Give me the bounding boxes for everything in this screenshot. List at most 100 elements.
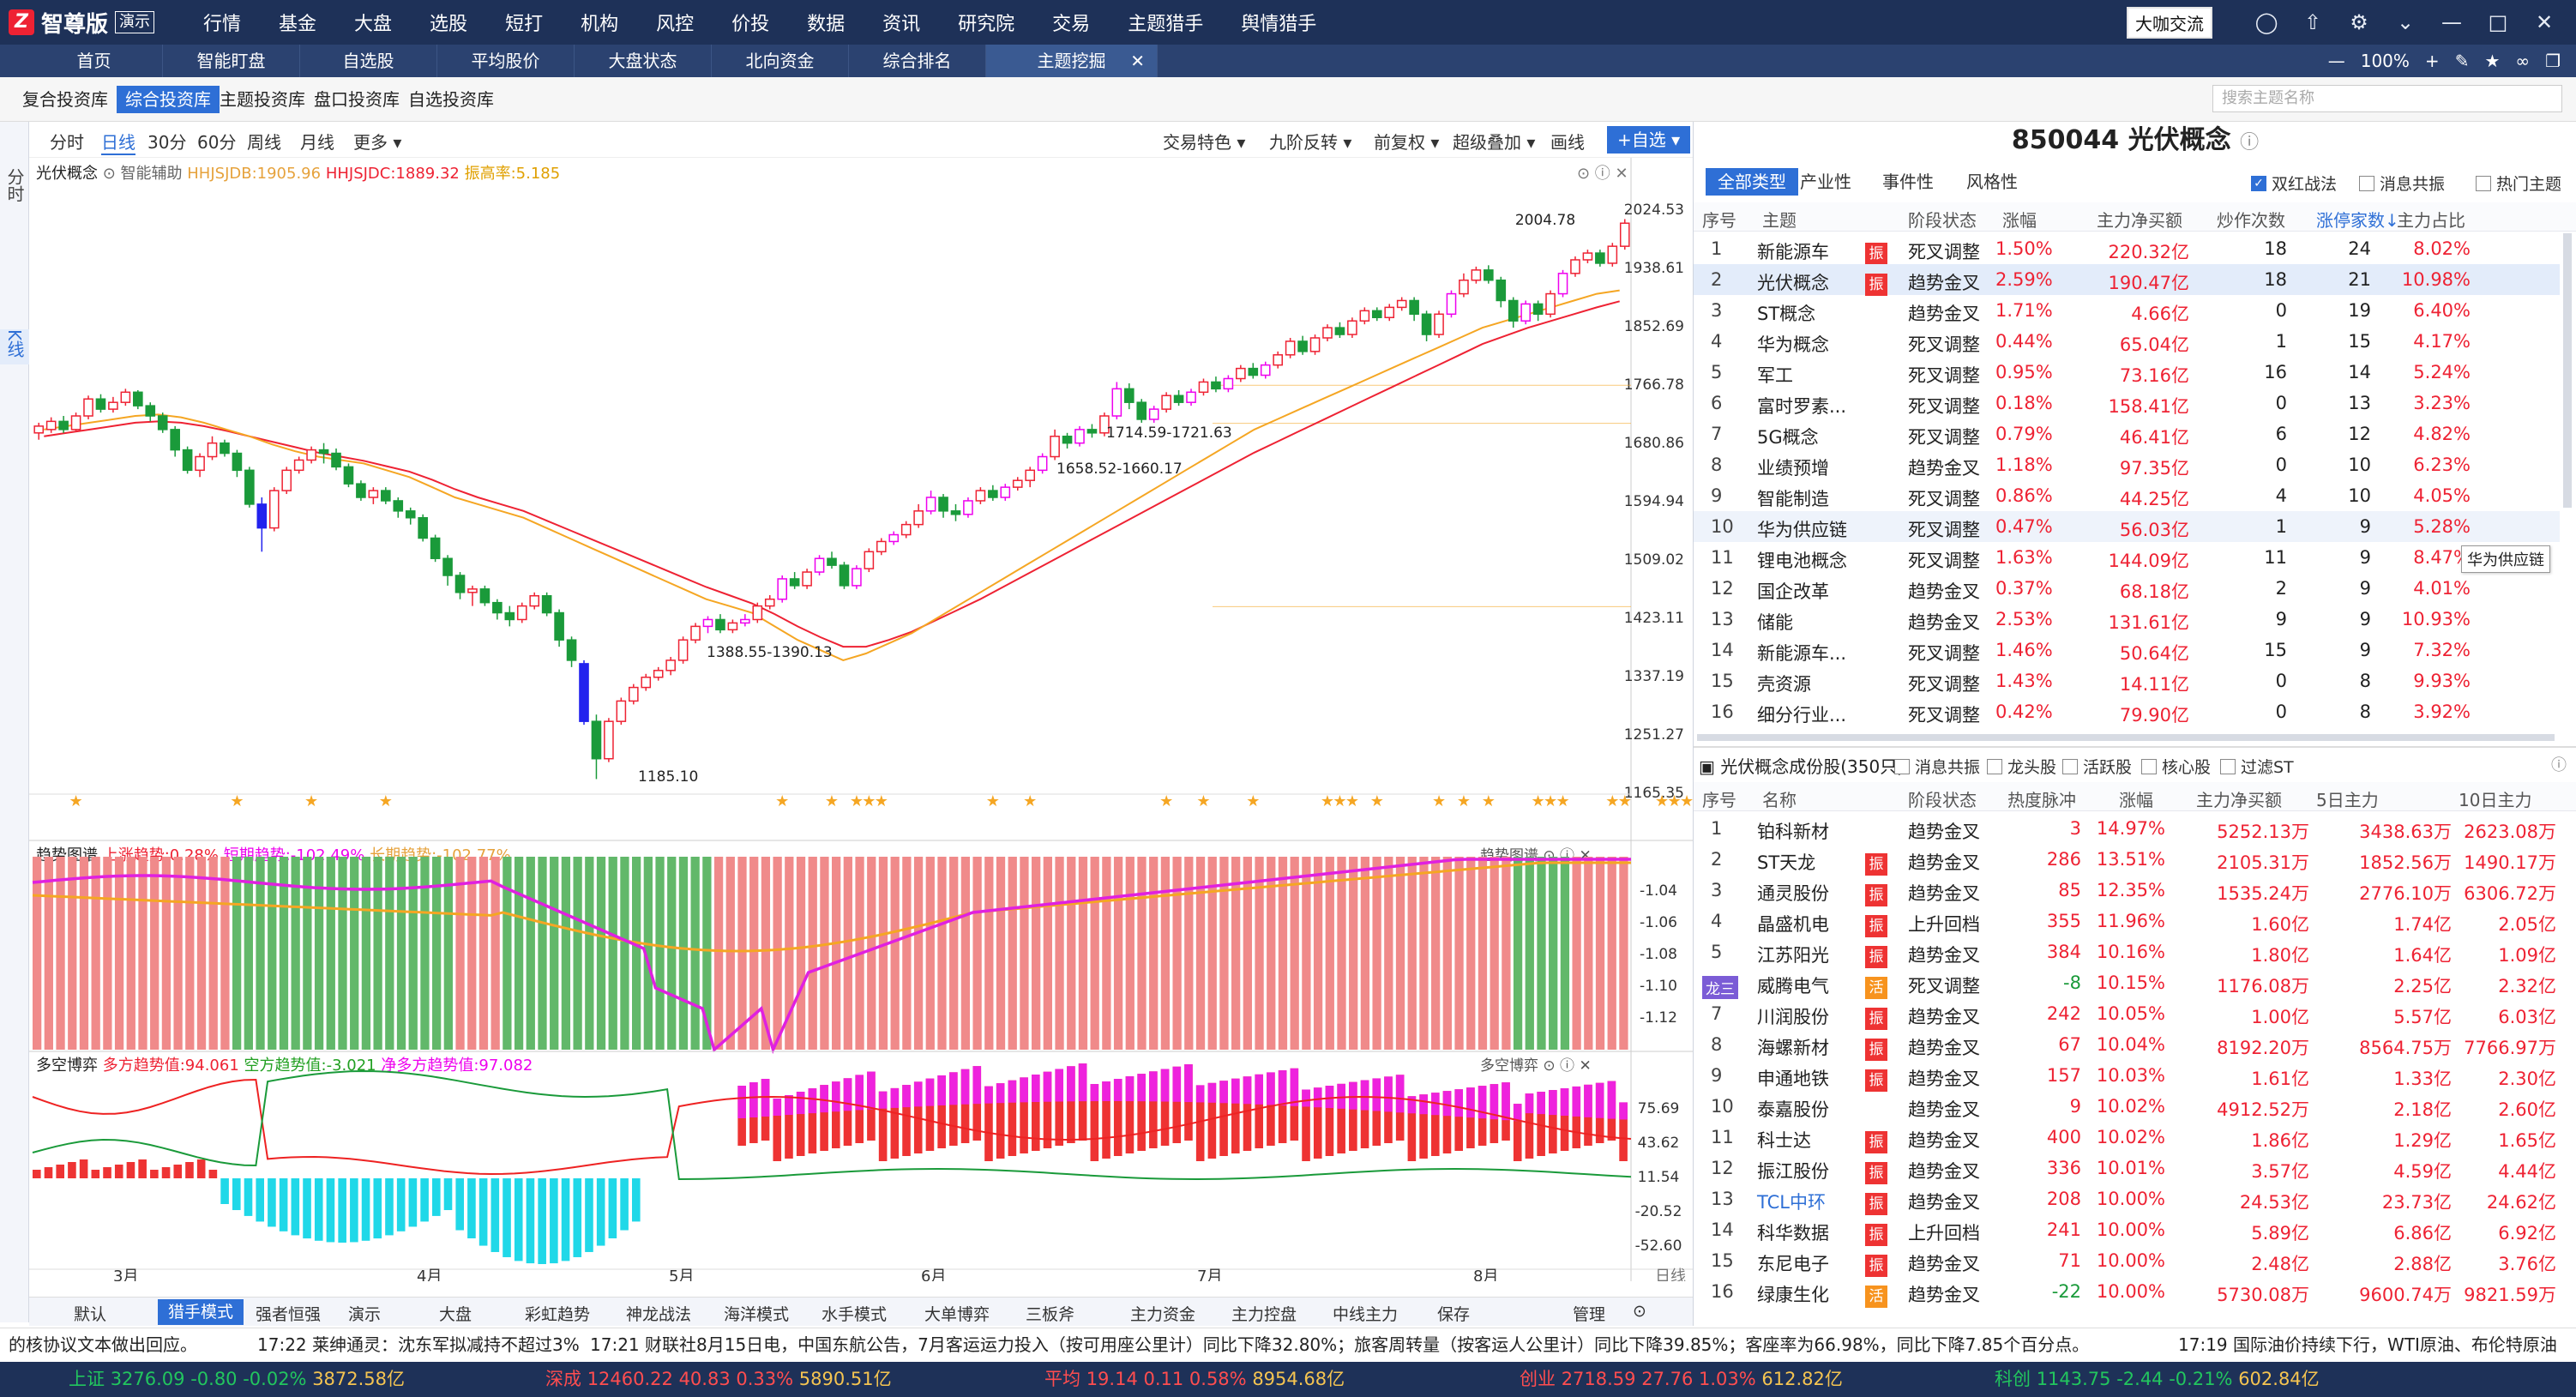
stock-row[interactable]: 3 通灵股份 振趋势金叉 85 12.35% 1535.24万 2776.10万 6306.7… [1694,875,2576,906]
template-8[interactable]: 水手模式 [822,1305,888,1324]
menu-item-4[interactable]: 短打 [505,14,544,35]
index-quote[interactable]: 平均 19.14 0.11 0.58% 8954.68亿 [1044,1362,1345,1397]
zoom-in-icon[interactable]: + [2424,51,2440,71]
theme-row[interactable]: 2 光伏概念 振 趋势金叉 2.59% 190.47亿 18 21 10.98% [1694,264,2560,296]
theme-row[interactable]: 3 ST概念 趋势金叉 1.71% 4.66亿 0 19 6.40% [1694,295,2560,326]
col-header[interactable]: 涨停家数↓ [2316,210,2399,231]
menu-item-2[interactable]: 大盘 [354,14,393,35]
side-kline-tab[interactable]: K线 [0,329,29,365]
menu-item-12[interactable]: 主题猎手 [1128,14,1204,35]
type-tab-1[interactable]: 产业性 [1800,172,1851,192]
chart-svg[interactable]: 光伏概念 ⊙ 智能辅助 HHJSJDB:1905.96 HHJSJDC:1889… [29,158,1693,1281]
subtab-4[interactable]: 自选投资库 [408,89,494,110]
menu-item-7[interactable]: 价投 [731,14,770,35]
news-item[interactable]: 17:19 国际油价持续下行，WTI原油、布伦特原油 [2178,1334,2557,1355]
template-12[interactable]: 主力控盘 [1231,1305,1297,1324]
stock-row[interactable]: 10 泰嘉股份 趋势金叉 9 10.02% 4912.52万 2.18亿 2.60亿 [1694,1091,2576,1122]
index-quote[interactable]: 创业 2718.59 27.76 1.03% 612.82亿 [1520,1362,1843,1397]
stock-col-header[interactable]: 热度脉冲 [2007,790,2076,810]
index-quote[interactable]: 上证 3276.09 -0.80 -0.02% 3872.58亿 [69,1362,405,1397]
close-icon[interactable]: ✕ [2535,10,2554,34]
chart-tool-1[interactable]: 九阶反转 ▾ [1269,132,1352,153]
menu-item-5[interactable]: 机构 [581,14,619,35]
stock-col-header[interactable]: 序号 [1702,790,1736,810]
template-1[interactable]: 猎手模式 [158,1299,244,1325]
menu-item-11[interactable]: 交易 [1052,14,1091,35]
news-ticker[interactable]: 的核协议文本做出回应。 17:22 莱绅通灵：沈东军拟减持不超过3% 17:21 财… [0,1328,2576,1360]
theme-row[interactable]: 11 锂电池概念 死叉调整 1.63% 144.09亿 11 9 8.47% [1694,542,2560,573]
tab-6[interactable]: 综合排名 [849,45,986,77]
maximize-icon[interactable]: □ [2488,10,2508,34]
restore-icon[interactable]: ❐ [2545,51,2561,71]
stock-row[interactable]: 14 科华数据 振 上升回档 241 10.00% 5.89亿 6.86亿 6.92亿 [1694,1214,2576,1246]
theme-search-input[interactable]: 搜索主题名称 [2212,85,2562,112]
zoom-out-icon[interactable]: — [2327,51,2345,71]
template-2[interactable]: 强者恒强 [256,1305,322,1324]
theme-row[interactable]: 9 智能制造 死叉调整 0.86% 44.25亿 4 10 4.05% [1694,480,2560,511]
stock-row[interactable]: 7 川润股份 振 趋势金叉 242 10.05% 1.00亿 5.57亿 6.03亿 [1694,998,2576,1030]
template-9[interactable]: 大单博弈 [924,1305,990,1324]
theme-row[interactable]: 14 新能源车... 死叉调整 1.46% 50.64亿 15 9 7.32% [1694,635,2560,665]
stock-filter-1[interactable]: 龙头股 [1987,755,2056,778]
chart-tool-3[interactable]: 超级叠加 ▾ [1453,132,1536,153]
stock-col-header[interactable]: 10日主力 [2459,790,2532,810]
theme-row[interactable]: 13 储能 趋势金叉 2.53% 131.61亿 9 9 10.93% [1694,604,2560,635]
app-logo[interactable]: Z 智尊版 演示 [9,7,155,38]
subtab-3[interactable]: 盘口投资库 [314,89,400,110]
chart-tool-0[interactable]: 交易特色 ▾ [1163,132,1246,153]
news-item[interactable]: 17:21 财联社8月15日电，中国东航公告，7月客运运力投入（按可用座公里计）… [590,1334,2090,1355]
template-13[interactable]: 中线主力 [1333,1305,1399,1324]
stock-filter-2[interactable]: 活跃股 [2062,755,2132,778]
add-watchlist-button[interactable]: +自选 ▾ [1607,126,1691,154]
filter-check-2[interactable]: 热门主题 [2476,172,2561,195]
col-header[interactable]: 主力净买额 [2097,210,2182,231]
subtab-1[interactable]: 综合投资库 [117,86,220,113]
template-14[interactable]: 保存 [1437,1305,1471,1324]
template-10[interactable]: 三板斧 [1026,1305,1075,1324]
period-6[interactable]: 更多 ▾ [353,132,402,153]
side-timeshare-tab[interactable]: 分时 [0,168,29,209]
theme-row[interactable]: 15 壳资源 死叉调整 1.43% 14.11亿 0 8 9.93% [1694,665,2560,696]
pen-icon[interactable]: ✎ [2454,51,2470,71]
stock-row[interactable]: 8 海螺新材 振 趋势金叉 67 10.04% 8192.20万 8564.75万 7766.9… [1694,1029,2576,1061]
minimize-icon[interactable]: — [2441,10,2462,34]
template-4[interactable]: 大盘 [439,1305,472,1324]
col-header[interactable]: 主力占比 [2397,210,2465,231]
period-3[interactable]: 60分 [197,132,237,153]
stock-row[interactable]: 4 晶盛机电 振上升回档 355 11.96% 1.60亿 1.74亿 2.05亿 [1694,906,2576,937]
period-0[interactable]: 分时 [50,132,84,153]
tab-5[interactable]: 北向资金 [712,45,849,77]
stock-filter-4[interactable]: 过滤ST [2220,755,2294,778]
stock-row[interactable]: 16 绿康生化 活 趋势金叉 -22 10.00% 5730.08万 9600.74万 9821… [1694,1276,2576,1308]
settings-icon[interactable]: ⚙ [2350,10,2368,34]
theme-row[interactable]: 4 华为概念 死叉调整 0.44% 65.04亿 1 15 4.17% [1694,326,2560,357]
menu-item-6[interactable]: 风控 [656,14,695,35]
stock-row[interactable]: 12 振江股份 振趋势金叉 336 10.01% 3.57亿 4.59亿 4.44亿 [1694,1153,2576,1184]
template-6[interactable]: 神龙战法 [626,1305,692,1324]
stock-row[interactable]: 龙三 威腾电气 活死叉调整 -8 10.15% 1176.08万 2.25亿 2.32亿 [1694,967,2576,999]
stock-col-header[interactable]: 阶段状态 [1908,790,1977,810]
col-header[interactable]: 序号 [1702,210,1736,231]
subtab-0[interactable]: 复合投资库 [22,89,108,110]
stock-row[interactable]: 15 东尼电子 振 趋势金叉 71 10.00% 2.48亿 2.88亿 3.76亿 [1694,1245,2576,1277]
col-header[interactable]: 涨幅 [2002,210,2037,231]
template-3[interactable]: 演示 [348,1305,382,1324]
template-5[interactable]: 彩虹趋势 [525,1305,591,1324]
theme-row[interactable]: 1 新能源车 振 死叉调整 1.50% 220.32亿 18 24 8.02% [1694,233,2560,265]
upload-icon[interactable]: ⇧ [2303,10,2322,34]
theme-row[interactable]: 5 军工 死叉调整 0.95% 73.16亿 16 14 5.24% [1694,357,2560,388]
filter-check-1[interactable]: 消息共振 [2359,172,2445,195]
theme-row[interactable]: 6 富时罗素... 死叉调整 0.18% 158.41亿 0 13 3.23% [1694,388,2560,418]
info-icon[interactable]: ⓘ [2240,132,2260,154]
stock-col-header[interactable]: 主力净买额 [2196,790,2282,810]
stock-row[interactable]: 2 ST天龙 振趋势金叉 286 13.51% 2105.31万 1852.56万 1490.… [1694,844,2576,876]
stock-col-header[interactable]: 名称 [1762,790,1797,810]
filter-check-0[interactable]: ✓ 双红战法 [2251,172,2337,195]
stock-row[interactable]: 5 江苏阳光 振趋势金叉 384 10.16% 1.80亿 1.64亿 1.09亿 [1694,936,2576,968]
tab-7[interactable]: 主题挖掘 ✕ [986,45,1158,77]
tab-3[interactable]: 平均股价 [437,45,575,77]
theme-row[interactable]: 8 业绩预增 趋势金叉 1.18% 97.35亿 0 10 6.23% [1694,449,2560,480]
news-item[interactable]: 的核协议文本做出回应。 [9,1334,197,1355]
tab-2[interactable]: 自选股 [300,45,437,77]
menu-item-13[interactable]: 舆情猎手 [1241,14,1317,35]
